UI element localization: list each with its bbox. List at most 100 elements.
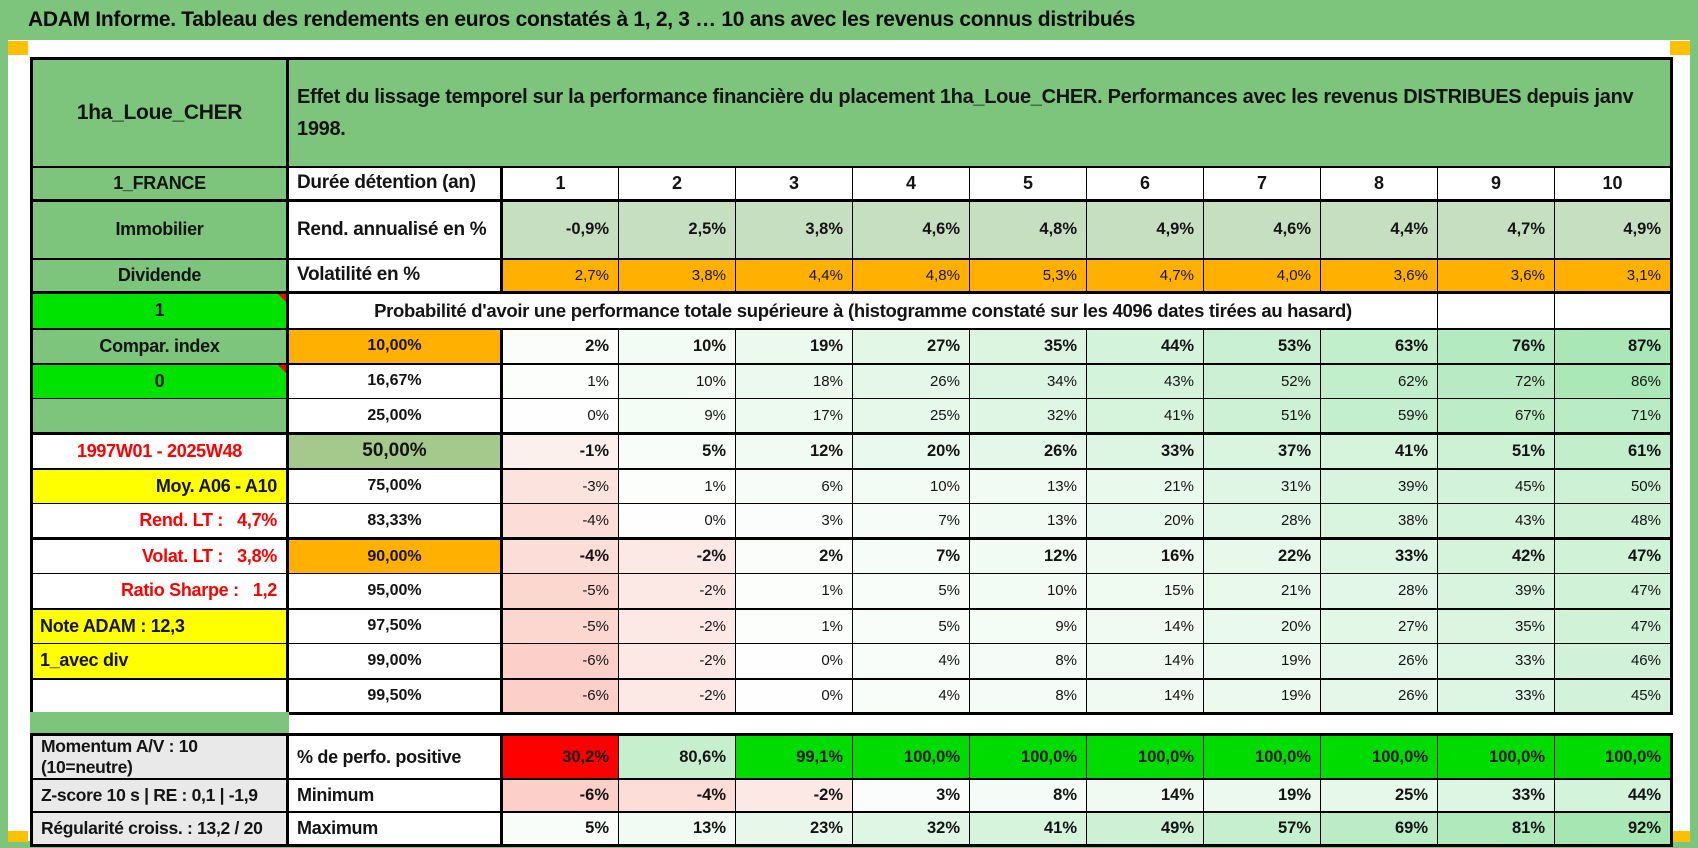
cell-prob-value[interactable]: 26% bbox=[1320, 678, 1438, 714]
cell-threshold[interactable]: 75,00% bbox=[287, 468, 503, 504]
cell-prob-value[interactable]: 2% bbox=[501, 328, 619, 365]
cell-prob-value[interactable]: 21% bbox=[1086, 468, 1204, 504]
cell-footer-value[interactable]: -4% bbox=[618, 778, 736, 813]
cell-footer-value[interactable]: 44% bbox=[1554, 778, 1672, 813]
cell-prob-value[interactable]: 20% bbox=[1203, 608, 1321, 644]
cell-side-label[interactable] bbox=[31, 398, 289, 435]
cell-prob-value[interactable]: 17% bbox=[735, 398, 853, 435]
cell-prob-value[interactable]: 42% bbox=[1437, 538, 1555, 574]
cell-prob-value[interactable]: 19% bbox=[1203, 678, 1321, 714]
cell-footer-value[interactable]: 100,0% bbox=[969, 734, 1087, 780]
cell-flag-one[interactable]: 1 bbox=[31, 292, 289, 330]
cell-return-value[interactable]: 4,6% bbox=[852, 200, 970, 260]
cell-prob-value[interactable]: -4% bbox=[501, 503, 619, 540]
cell-prob-value[interactable]: -4% bbox=[501, 538, 619, 574]
cell-empty[interactable] bbox=[1437, 292, 1555, 330]
cell-footer-value[interactable]: 100,0% bbox=[1086, 734, 1204, 780]
cell-threshold[interactable]: 50,00% bbox=[287, 433, 503, 470]
cell-prob-value[interactable]: 48% bbox=[1554, 503, 1672, 540]
cell-duration-label[interactable]: Durée détention (an) bbox=[287, 166, 503, 202]
cell-return-value[interactable]: 4,9% bbox=[1086, 200, 1204, 260]
cell-prob-value[interactable]: 16% bbox=[1086, 538, 1204, 574]
cell-prob-value[interactable]: 37% bbox=[1203, 433, 1321, 470]
cell-prob-value[interactable]: 46% bbox=[1554, 643, 1672, 680]
cell-year[interactable]: 7 bbox=[1203, 166, 1321, 202]
cell-prob-value[interactable]: 10% bbox=[618, 328, 736, 365]
cell-footer-side[interactable]: Z-score 10 s | RE : 0,1 | -1,9 bbox=[31, 778, 289, 813]
cell-prob-value[interactable]: 63% bbox=[1320, 328, 1438, 365]
cell-footer-value[interactable]: 99,1% bbox=[735, 734, 853, 780]
cell-side-label[interactable]: Rend. LT : 4,7% bbox=[31, 503, 289, 540]
cell-threshold[interactable]: 99,00% bbox=[287, 643, 503, 680]
cell-prob-value[interactable]: 13% bbox=[969, 503, 1087, 540]
cell-return-value[interactable]: 4,8% bbox=[969, 200, 1087, 260]
cell-footer-value[interactable]: 100,0% bbox=[852, 734, 970, 780]
cell-side-label[interactable]: Note ADAM : 12,3 bbox=[31, 608, 289, 644]
cell-footer-label[interactable]: % de perfo. positive bbox=[287, 734, 503, 780]
cell-threshold[interactable]: 97,50% bbox=[287, 608, 503, 644]
cell-prob-value[interactable]: 33% bbox=[1320, 538, 1438, 574]
cell-prob-value[interactable]: 28% bbox=[1320, 573, 1438, 610]
cell-empty[interactable] bbox=[1554, 292, 1672, 330]
cell-prob-value[interactable]: 35% bbox=[1437, 608, 1555, 644]
cell-return-value[interactable]: 4,6% bbox=[1203, 200, 1321, 260]
cell-prob-value[interactable]: 32% bbox=[969, 398, 1087, 435]
cell-prob-value[interactable]: 19% bbox=[735, 328, 853, 365]
cell-prob-value[interactable]: 33% bbox=[1086, 433, 1204, 470]
cell-prob-value[interactable]: 5% bbox=[852, 608, 970, 644]
cell-prob-value[interactable]: 9% bbox=[618, 398, 736, 435]
cell-prob-value[interactable]: 4% bbox=[852, 678, 970, 714]
cell-prob-value[interactable]: 10% bbox=[852, 468, 970, 504]
cell-prob-value[interactable]: 10% bbox=[969, 573, 1087, 610]
cell-footer-value[interactable]: 69% bbox=[1320, 811, 1438, 846]
cell-footer-value[interactable]: 13% bbox=[618, 811, 736, 846]
cell-prob-value[interactable]: 27% bbox=[852, 328, 970, 365]
cell-prob-value[interactable]: 22% bbox=[1203, 538, 1321, 574]
cell-prob-value[interactable]: 5% bbox=[618, 433, 736, 470]
cell-prob-value[interactable]: 50% bbox=[1554, 468, 1672, 504]
cell-volatility-value[interactable]: 3,6% bbox=[1320, 258, 1438, 294]
cell-prob-value[interactable]: -3% bbox=[501, 468, 619, 504]
cell-asset-name[interactable]: 1ha_Loue_CHER bbox=[31, 58, 289, 168]
cell-prob-value[interactable]: -1% bbox=[501, 433, 619, 470]
cell-footer-value[interactable]: 8% bbox=[969, 778, 1087, 813]
cell-prob-value[interactable]: 1% bbox=[618, 468, 736, 504]
cell-footer-value[interactable]: 33% bbox=[1437, 778, 1555, 813]
cell-prob-value[interactable]: 2% bbox=[735, 538, 853, 574]
cell-prob-value[interactable]: 12% bbox=[735, 433, 853, 470]
cell-prob-value[interactable]: -5% bbox=[501, 573, 619, 610]
cell-footer-value[interactable]: 41% bbox=[969, 811, 1087, 846]
cell-footer-value[interactable]: -2% bbox=[735, 778, 853, 813]
cell-footer-value[interactable]: 32% bbox=[852, 811, 970, 846]
cell-prob-value[interactable]: 6% bbox=[735, 468, 853, 504]
cell-prob-value[interactable]: 4% bbox=[852, 643, 970, 680]
cell-year[interactable]: 5 bbox=[969, 166, 1087, 202]
cell-prob-value[interactable]: 1% bbox=[735, 573, 853, 610]
cell-threshold[interactable]: 99,50% bbox=[287, 678, 503, 714]
cell-footer-value[interactable]: 5% bbox=[501, 811, 619, 846]
cell-footer-value[interactable]: 57% bbox=[1203, 811, 1321, 846]
cell-prob-value[interactable]: 13% bbox=[969, 468, 1087, 504]
cell-prob-value[interactable]: -6% bbox=[501, 678, 619, 714]
cell-prob-value[interactable]: 18% bbox=[735, 363, 853, 399]
cell-prob-value[interactable]: 26% bbox=[852, 363, 970, 399]
cell-footer-label[interactable]: Minimum bbox=[287, 778, 503, 813]
cell-prob-value[interactable]: 1% bbox=[735, 608, 853, 644]
cell-threshold[interactable]: 25,00% bbox=[287, 398, 503, 435]
cell-side-label[interactable]: 1_avec div bbox=[31, 643, 289, 680]
cell-threshold[interactable]: 95,00% bbox=[287, 573, 503, 610]
cell-footer-value[interactable]: 30,2% bbox=[501, 734, 619, 780]
cell-prob-value[interactable]: -2% bbox=[618, 538, 736, 574]
cell-volatility-value[interactable]: 4,8% bbox=[852, 258, 970, 294]
cell-prob-value[interactable]: 25% bbox=[852, 398, 970, 435]
cell-prob-value[interactable]: 10% bbox=[618, 363, 736, 399]
cell-prob-value[interactable]: -2% bbox=[618, 643, 736, 680]
cell-threshold[interactable]: 90,00% bbox=[287, 538, 503, 574]
cell-prob-value[interactable]: 51% bbox=[1203, 398, 1321, 435]
cell-probability-caption[interactable]: Probabilité d'avoir une performance tota… bbox=[287, 292, 1438, 330]
cell-returns-label[interactable]: Rend. annualisé en % bbox=[287, 200, 503, 260]
cell-footer-value[interactable]: 23% bbox=[735, 811, 853, 846]
cell-prob-value[interactable]: 45% bbox=[1554, 678, 1672, 714]
cell-footer-value[interactable]: 14% bbox=[1086, 778, 1204, 813]
cell-year[interactable]: 4 bbox=[852, 166, 970, 202]
